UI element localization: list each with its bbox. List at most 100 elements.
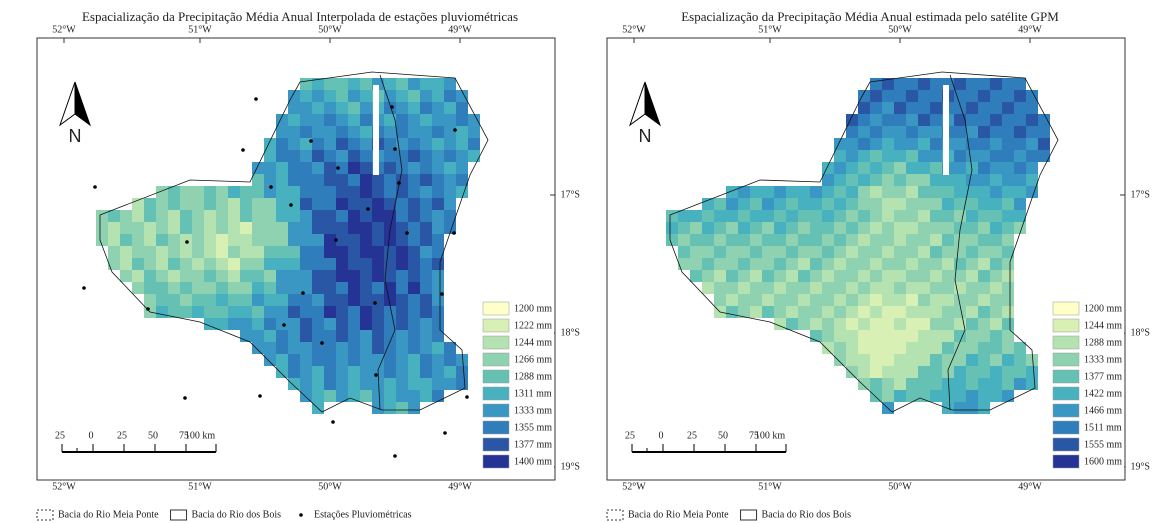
raster-cell — [324, 78, 336, 90]
station — [309, 139, 313, 143]
raster-cell — [408, 186, 420, 198]
raster-cell — [906, 306, 918, 318]
raster-cell — [348, 330, 360, 342]
raster-cell — [168, 258, 180, 270]
raster-cell — [336, 306, 348, 318]
raster-cell — [894, 354, 906, 366]
raster-cell — [978, 198, 990, 210]
raster-cell — [1002, 174, 1014, 186]
raster-cell — [156, 258, 168, 270]
raster-cell — [930, 270, 942, 282]
raster-cell — [168, 198, 180, 210]
raster-cell — [312, 150, 324, 162]
raster-cell — [990, 294, 1002, 306]
raster-cell — [216, 294, 228, 306]
raster-cell — [276, 342, 288, 354]
raster-cell — [906, 186, 918, 198]
raster-cell — [882, 114, 894, 126]
raster-cell — [288, 342, 300, 354]
raster-cell — [180, 186, 192, 198]
legend-label: 1333 mm — [1084, 354, 1122, 365]
raster-cell — [990, 162, 1002, 174]
legend-label: 1200 mm — [1084, 303, 1122, 314]
raster-cell — [444, 114, 456, 126]
raster-cell — [420, 114, 432, 126]
raster-cell — [372, 318, 384, 330]
raster-cell — [882, 354, 894, 366]
raster-cell — [348, 282, 360, 294]
raster-cell — [822, 282, 834, 294]
raster-cell — [336, 102, 348, 114]
raster-cell — [762, 198, 774, 210]
raster-cell — [372, 330, 384, 342]
raster-cell — [858, 162, 870, 174]
raster-cell — [942, 186, 954, 198]
raster-cell — [906, 126, 918, 138]
raster-cell — [882, 318, 894, 330]
raster-cell — [300, 246, 312, 258]
raster-cell — [264, 270, 276, 282]
station — [465, 395, 469, 399]
raster-cell — [384, 390, 396, 402]
raster-cell — [1038, 138, 1050, 150]
raster-cell — [762, 246, 774, 258]
raster-cell — [978, 114, 990, 126]
raster-cell — [360, 102, 372, 114]
raster-cell — [348, 114, 360, 126]
raster-cell — [942, 270, 954, 282]
raster-cell — [846, 126, 858, 138]
raster-cell — [288, 354, 300, 366]
raster-cell — [288, 306, 300, 318]
raster-cell — [288, 318, 300, 330]
raster-cell — [822, 210, 834, 222]
raster-cell — [300, 234, 312, 246]
scale-label: 50 — [148, 430, 158, 441]
raster-cell — [942, 378, 954, 390]
legend-swatch — [1053, 319, 1079, 332]
raster-cell — [966, 90, 978, 102]
raster-cell — [312, 222, 324, 234]
raster-cell — [954, 246, 966, 258]
legend-swatch — [1053, 387, 1079, 400]
raster-cell — [204, 294, 216, 306]
raster-cell — [834, 318, 846, 330]
raster-cell — [954, 138, 966, 150]
raster-cell — [978, 78, 990, 90]
raster-cell — [276, 294, 288, 306]
raster-cell — [288, 270, 300, 282]
raster-cell — [978, 150, 990, 162]
legend-label: 1222 mm — [514, 320, 552, 331]
raster-cell — [288, 234, 300, 246]
raster-cell — [348, 198, 360, 210]
raster-cell — [216, 306, 228, 318]
raster-cell — [990, 102, 1002, 114]
station — [366, 207, 370, 211]
raster-cell — [798, 258, 810, 270]
raster-cell — [408, 150, 420, 162]
raster-cell — [942, 234, 954, 246]
raster-cell — [930, 198, 942, 210]
raster-cell — [846, 270, 858, 282]
raster-cell — [702, 234, 714, 246]
raster-cell — [288, 258, 300, 270]
raster-cell — [420, 174, 432, 186]
raster-cell — [444, 126, 456, 138]
raster-cell — [348, 186, 360, 198]
raster-cell — [348, 102, 360, 114]
raster-cell — [798, 234, 810, 246]
raster-cell — [240, 210, 252, 222]
raster-cell — [168, 222, 180, 234]
raster-cell — [132, 270, 144, 282]
raster-cell — [336, 78, 348, 90]
raster-cell — [276, 366, 288, 378]
raster-cell — [372, 306, 384, 318]
raster-cell — [180, 258, 192, 270]
raster-cell — [300, 150, 312, 162]
raster-cell — [918, 306, 930, 318]
raster-cell — [906, 258, 918, 270]
raster-cell — [276, 186, 288, 198]
raster-cell — [954, 234, 966, 246]
lon-label: 50°W — [318, 481, 342, 492]
raster-cell — [822, 222, 834, 234]
raster-cell — [288, 102, 300, 114]
